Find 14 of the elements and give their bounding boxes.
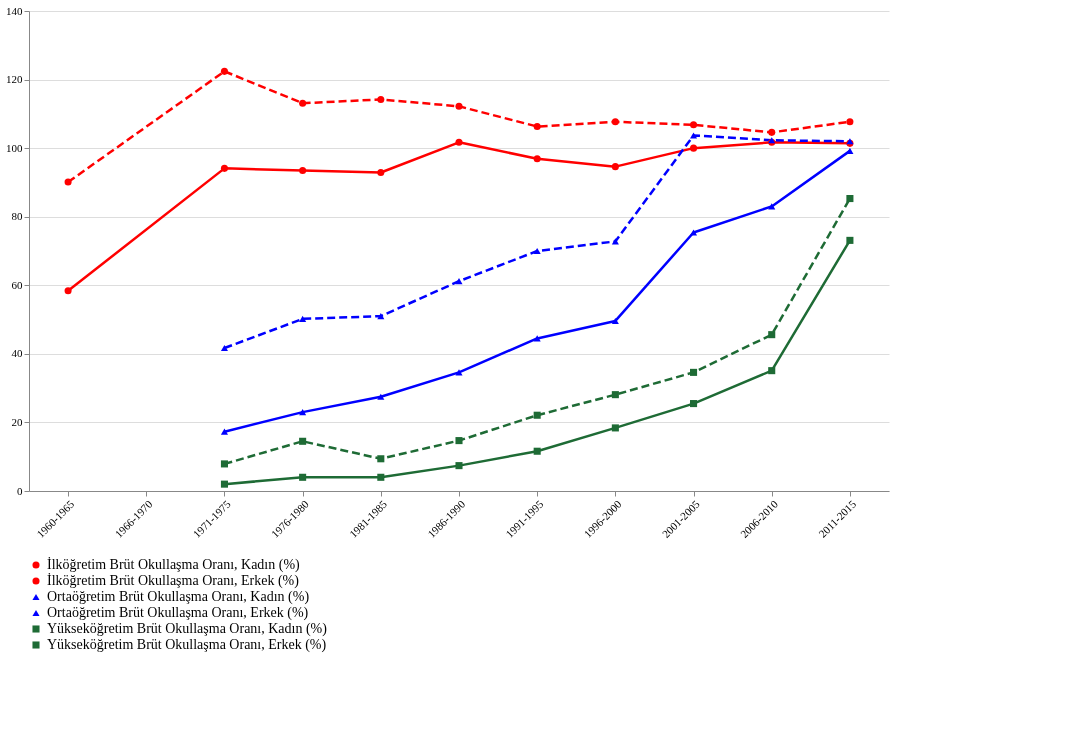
y-tick-label: 60 [11,278,23,291]
y-tick-label: 0 [17,484,23,497]
y-tick-label: 40 [11,347,23,360]
legend-label: İlköğretim Brüt Okullaşma Oranı, Kadın (%) [47,557,301,573]
y-tick-label: 100 [6,141,23,154]
legend-label: Ortaöğretim Brüt Okullaşma Oranı, Kadın (%) [47,589,310,605]
legend-label: Ortaöğretim Brüt Okullaşma Oranı, Erkek (%) [47,605,309,621]
legend-label: Yükseköğretim Brüt Okullaşma Oranı, Kadın (%) [47,621,328,637]
y-tick-label: 140 [6,4,23,17]
legend-label: Yükseköğretim Brüt Okullaşma Oranı, Erkek (%) [47,637,327,653]
y-tick-label: 20 [11,415,23,428]
y-tick-label: 120 [6,73,23,86]
legend-label: İlköğretim Brüt Okullaşma Oranı, Erkek (%) [47,573,300,589]
y-tick-label: 80 [11,210,23,223]
